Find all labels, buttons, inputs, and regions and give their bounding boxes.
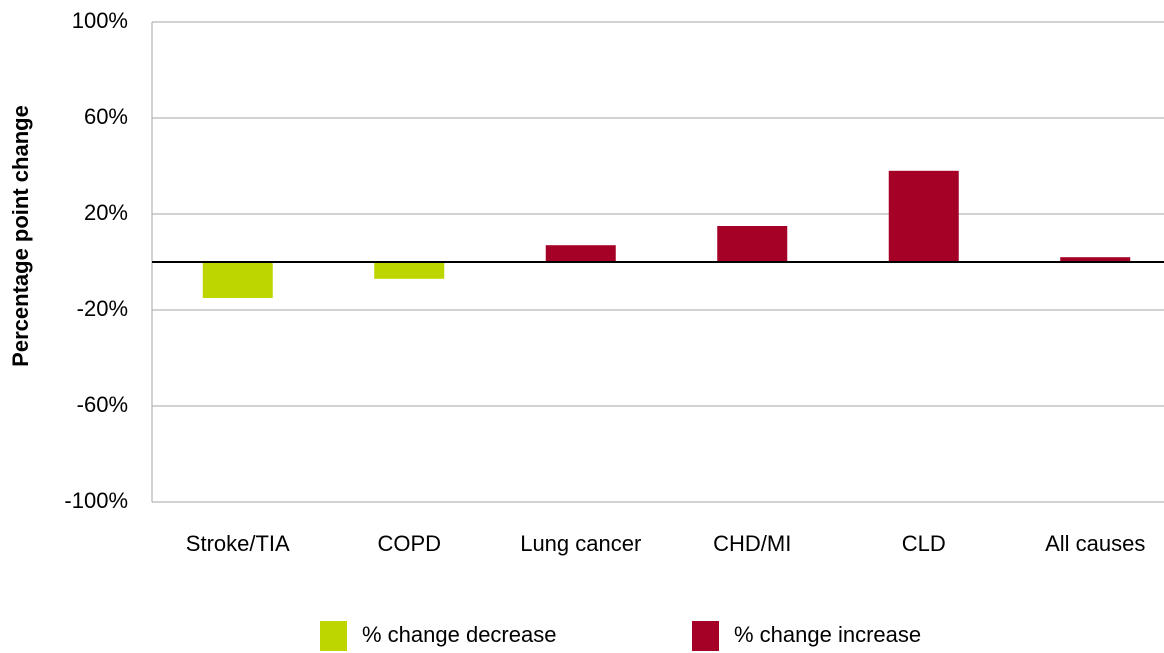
x-tick-label: CLD — [902, 531, 946, 556]
bar — [202, 262, 273, 298]
y-tick-label: 20% — [84, 200, 128, 225]
x-tick-label: Lung cancer — [520, 531, 641, 556]
x-tick-label: COPD — [377, 531, 441, 556]
x-tick-label: All causes — [1045, 531, 1145, 556]
legend-swatch — [320, 621, 347, 651]
y-axis-label: Percentage point change — [8, 105, 33, 367]
y-tick-label: -100% — [64, 488, 128, 513]
y-tick-label: 100% — [72, 8, 128, 33]
bar — [545, 245, 616, 262]
y-tick-label: 60% — [84, 104, 128, 129]
bar — [888, 170, 959, 262]
bar — [374, 262, 445, 279]
y-tick-label: -60% — [77, 392, 128, 417]
legend-label: % change decrease — [362, 622, 556, 647]
bar — [717, 226, 788, 262]
x-tick-label: CHD/MI — [713, 531, 791, 556]
x-tick-label: Stroke/TIA — [186, 531, 290, 556]
legend-label: % change increase — [734, 622, 921, 647]
legend-swatch — [692, 621, 719, 651]
bar — [1060, 257, 1131, 262]
y-tick-label: -20% — [77, 296, 128, 321]
